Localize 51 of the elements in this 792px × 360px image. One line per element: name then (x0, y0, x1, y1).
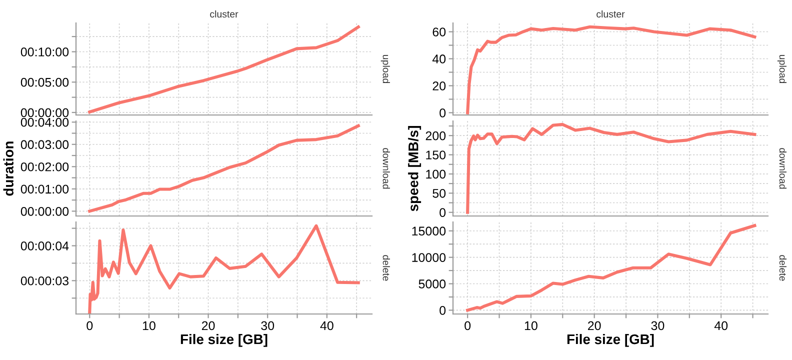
text: delete (382, 255, 390, 281)
y-tick-label: 20 (432, 82, 446, 90)
line-series (88, 124, 360, 213)
line-series (466, 224, 756, 312)
text: download (779, 148, 787, 189)
y-tick-label: 00:01:00 (20, 184, 69, 194)
text: upload (777, 55, 787, 83)
chart-title: cluster (596, 10, 625, 18)
x-tick-label: 20 (588, 321, 601, 330)
y-tick-label: 50 (432, 188, 446, 198)
x-tick-label: 40 (320, 321, 334, 330)
x-tick-label: 20 (202, 321, 215, 330)
y-tick-label: 5000 (418, 280, 446, 288)
line-series (466, 122, 756, 214)
text: download (382, 148, 390, 189)
y-tick-label: 0 (440, 208, 446, 218)
y-tick-label: 0 (440, 108, 446, 118)
line-series (88, 224, 360, 314)
y-tick-label: 0 (440, 306, 446, 315)
x-axis-title: File size [GB] (567, 334, 654, 347)
y-tick-label: 00:10:00 (20, 48, 69, 56)
text: upload (380, 55, 390, 83)
y-axis-title: speed [MB/s] (408, 126, 422, 212)
x-tick-label: 0 (464, 321, 471, 330)
y-tick-label: 00:05:00 (20, 78, 69, 87)
y-tick-label: 150 (426, 150, 446, 160)
x-tick-label: 10 (524, 321, 538, 330)
y-tick-label: 60 (432, 28, 446, 36)
y-tick-label: 00:00:03 (20, 276, 69, 286)
y-tick-label: 00:00:04 (20, 242, 69, 250)
y-tick-label: 00:04:00 (20, 118, 69, 127)
y-tick-label: 00:02:00 (20, 162, 69, 172)
y-tick-label: 40 (432, 54, 446, 64)
y-tick-label: 00:00:00 (20, 206, 69, 216)
x-tick-label: 10 (142, 321, 156, 330)
y-tick-label: 15000 (412, 226, 446, 236)
y-tick-label: 200 (426, 131, 446, 140)
line-series (88, 25, 360, 114)
y-tick-label: 100 (426, 170, 446, 179)
text: delete (779, 255, 787, 281)
y-tick-label: 00:00:00 (20, 108, 69, 118)
y-tick-label: 10000 (412, 253, 446, 262)
x-axis-title: File size [GB] (180, 334, 268, 347)
y-axis-title: duration (3, 142, 14, 196)
x-tick-label: 30 (261, 321, 274, 330)
chart-title: cluster (210, 10, 238, 18)
x-tick-label: 30 (651, 321, 664, 330)
x-tick-label: 40 (714, 321, 728, 330)
x-tick-label: 0 (86, 321, 93, 330)
y-tick-label: 00:03:00 (20, 140, 69, 150)
line-series (466, 25, 756, 114)
